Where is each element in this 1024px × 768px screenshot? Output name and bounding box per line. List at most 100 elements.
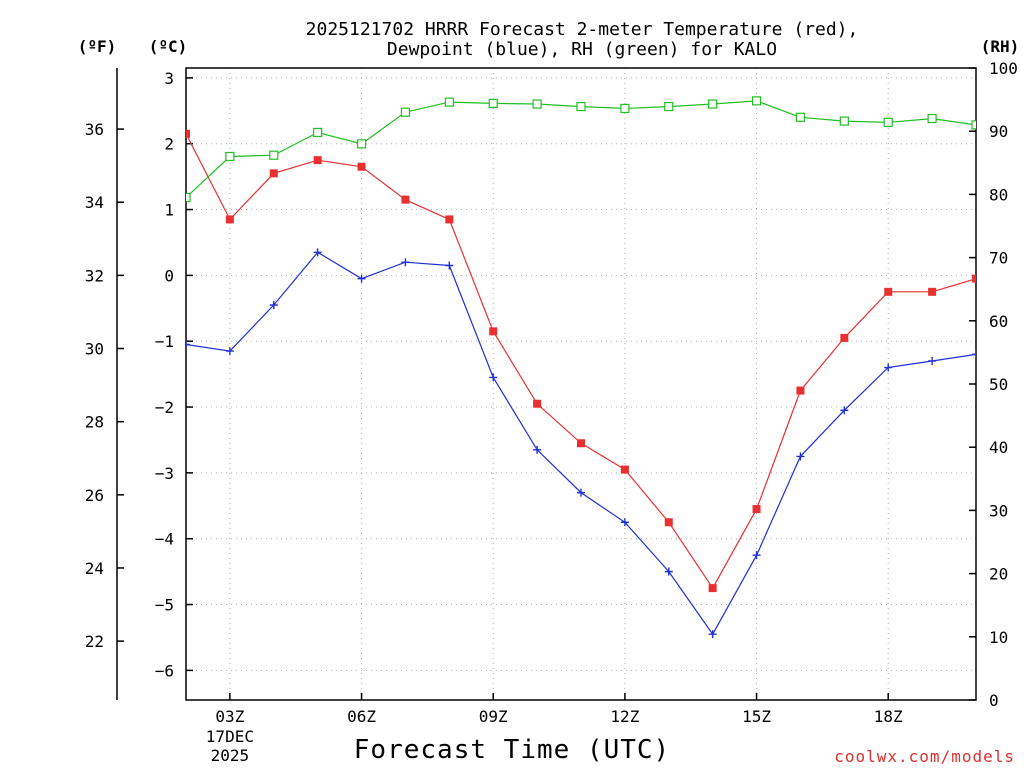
rh-tick-label: 10 xyxy=(989,628,1008,647)
temperature-point xyxy=(972,274,976,283)
celsius-tick-label: −4 xyxy=(155,530,174,549)
x-axis-label: Forecast Time (UTC) xyxy=(354,735,670,765)
dewpoint-point xyxy=(664,567,673,576)
temperature-point xyxy=(313,156,322,165)
series-dewpoint xyxy=(186,248,976,639)
temperature-point xyxy=(445,215,454,224)
fahrenheit-tick-label: 22 xyxy=(85,632,104,651)
fahrenheit-tick-label: 36 xyxy=(85,120,104,139)
rh-point xyxy=(620,103,630,114)
temperature-point xyxy=(752,505,761,514)
rh-tick-label: 20 xyxy=(989,565,1008,584)
dewpoint-point xyxy=(186,340,190,349)
dewpoint-point xyxy=(708,630,717,639)
dewpoint-point xyxy=(225,347,234,356)
credit-text: coolwx.com/models xyxy=(834,747,1015,766)
rh-point xyxy=(839,116,849,126)
dewpoint-point xyxy=(269,301,278,309)
x-tick-year-label: 2025 xyxy=(211,746,250,765)
x-tick-label: 12Z xyxy=(610,707,639,726)
rh-tick-label: 70 xyxy=(989,249,1008,268)
rh-point xyxy=(883,117,893,127)
rh-tick-label: 60 xyxy=(989,312,1008,331)
dewpoint-point xyxy=(357,274,366,283)
rh-tick-label: 80 xyxy=(989,185,1008,204)
temperature-point xyxy=(489,327,498,336)
temperature-point xyxy=(225,215,234,224)
fahrenheit-tick-label: 30 xyxy=(85,340,104,359)
celsius-unit-label: (ºC) xyxy=(149,37,188,56)
celsius-tick-label: −2 xyxy=(155,398,174,417)
temperature-point xyxy=(708,584,717,593)
dewpoint-point xyxy=(401,258,410,267)
rh-tick-label: 90 xyxy=(989,122,1008,141)
rh-point xyxy=(664,101,674,112)
fahrenheit-tick-label: 24 xyxy=(85,559,104,578)
temperature-point xyxy=(186,129,190,138)
temperature-point xyxy=(577,439,585,448)
dewpoint-point xyxy=(533,445,542,454)
temperature-point xyxy=(928,287,937,296)
rh-point xyxy=(400,107,411,117)
fahrenheit-unit-label: (ºF) xyxy=(78,37,117,56)
plot-frame xyxy=(185,67,977,701)
temperature-line xyxy=(186,133,976,590)
dewpoint-point xyxy=(796,452,805,461)
temperature-point xyxy=(401,195,410,204)
rh-point xyxy=(186,192,191,203)
dewpoint-point xyxy=(928,356,937,365)
celsius-tick-label: 3 xyxy=(164,69,174,88)
temperature-point xyxy=(357,162,366,171)
temperature-point xyxy=(796,386,805,395)
axes: 36343230282624223210−1−2−3−4−5−610090807… xyxy=(85,59,1018,765)
rh-point xyxy=(532,99,542,109)
x-tick-label: 09Z xyxy=(479,707,508,726)
x-tick-label: 18Z xyxy=(874,707,903,726)
dewpoint-point xyxy=(445,261,454,270)
rh-point xyxy=(708,99,718,109)
x-tick-date-label: 17DEC xyxy=(206,727,254,746)
rh-point xyxy=(927,113,937,124)
grid-lines xyxy=(186,68,976,700)
rh-tick-label: 50 xyxy=(989,375,1008,394)
fahrenheit-tick-label: 34 xyxy=(85,193,104,212)
fahrenheit-tick-label: 32 xyxy=(85,266,104,285)
celsius-tick-label: 0 xyxy=(164,266,174,285)
rh-tick-label: 30 xyxy=(989,501,1008,520)
rh-point xyxy=(488,98,498,108)
temperature-point xyxy=(620,465,629,474)
temperature-point xyxy=(840,333,849,342)
rh-point xyxy=(225,151,235,162)
x-tick-label: 15Z xyxy=(742,707,771,726)
temperature-point xyxy=(884,287,893,296)
dewpoint-point xyxy=(313,248,322,257)
rh-point xyxy=(751,96,762,106)
rh-point xyxy=(313,127,323,138)
celsius-tick-label: −5 xyxy=(155,596,174,615)
dewpoint-point xyxy=(620,518,629,527)
rh-point xyxy=(795,112,806,122)
fahrenheit-tick-label: 28 xyxy=(85,413,104,432)
rh-point xyxy=(269,150,279,160)
rh-tick-label: 100 xyxy=(989,59,1018,78)
celsius-tick-label: 1 xyxy=(164,201,174,220)
dewpoint-point xyxy=(489,373,498,382)
x-tick-label: 06Z xyxy=(347,707,376,726)
chart-title: 2025121702 HRRR Forecast 2-meter Tempera… xyxy=(306,19,859,40)
series-temperature xyxy=(186,129,976,593)
data-series xyxy=(186,96,976,639)
dewpoint-point xyxy=(577,488,585,497)
temperature-point xyxy=(533,399,542,408)
x-tick-label: 03Z xyxy=(215,707,244,726)
rh-point xyxy=(971,120,976,130)
rh-tick-label: 40 xyxy=(989,438,1008,457)
dewpoint-point xyxy=(840,406,849,415)
celsius-tick-label: −1 xyxy=(155,332,174,351)
rh-tick-label: 0 xyxy=(989,691,999,710)
rh-point xyxy=(356,139,367,149)
dewpoint-point xyxy=(884,363,893,372)
rh-point xyxy=(444,97,454,107)
dewpoint-point xyxy=(972,350,976,359)
series-rh xyxy=(186,96,976,203)
